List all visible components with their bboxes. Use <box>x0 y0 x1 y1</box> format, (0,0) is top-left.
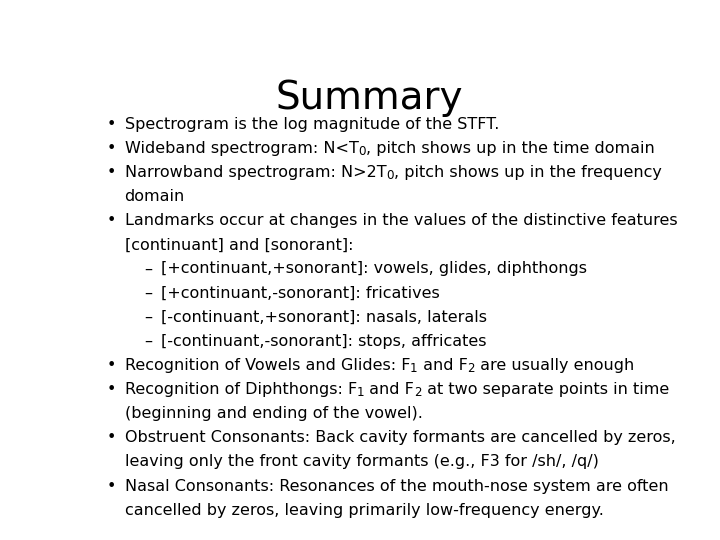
Text: 2: 2 <box>467 362 475 375</box>
Text: Summary: Summary <box>275 79 463 117</box>
Text: [-continuant,+sonorant]: nasals, laterals: [-continuant,+sonorant]: nasals, lateral… <box>161 310 487 325</box>
Text: and F: and F <box>364 382 414 397</box>
Text: [-continuant,-sonorant]: stops, affricates: [-continuant,-sonorant]: stops, affricat… <box>161 334 487 349</box>
Text: •: • <box>107 141 116 156</box>
Text: , pitch shows up in the time domain: , pitch shows up in the time domain <box>366 141 654 156</box>
Text: Landmarks occur at changes in the values of the distinctive features: Landmarks occur at changes in the values… <box>125 213 678 228</box>
Text: –: – <box>145 286 153 301</box>
Text: 1: 1 <box>357 386 364 399</box>
Text: •: • <box>107 382 116 397</box>
Text: leaving only the front cavity formants (e.g., F3 for /sh/, /q/): leaving only the front cavity formants (… <box>125 454 598 469</box>
Text: Nasal Consonants: Resonances of the mouth-nose system are often: Nasal Consonants: Resonances of the mout… <box>125 478 668 494</box>
Text: 0: 0 <box>386 169 394 182</box>
Text: [+continuant,+sonorant]: vowels, glides, diphthongs: [+continuant,+sonorant]: vowels, glides,… <box>161 261 588 276</box>
Text: •: • <box>107 117 116 132</box>
Text: Recognition of Vowels and Glides: F: Recognition of Vowels and Glides: F <box>125 358 410 373</box>
Text: [continuant] and [sonorant]:: [continuant] and [sonorant]: <box>125 238 353 252</box>
Text: 0: 0 <box>359 145 366 158</box>
Text: –: – <box>145 261 153 276</box>
Text: domain: domain <box>125 189 185 204</box>
Text: [+continuant,-sonorant]: fricatives: [+continuant,-sonorant]: fricatives <box>161 286 440 301</box>
Text: •: • <box>107 478 116 494</box>
Text: and F: and F <box>418 358 467 373</box>
Text: cancelled by zeros, leaving primarily low-frequency energy.: cancelled by zeros, leaving primarily lo… <box>125 503 603 518</box>
Text: Spectrogram is the log magnitude of the STFT.: Spectrogram is the log magnitude of the … <box>125 117 499 132</box>
Text: •: • <box>107 430 116 445</box>
Text: are usually enough: are usually enough <box>475 358 634 373</box>
Text: Wideband spectrogram: N<T: Wideband spectrogram: N<T <box>125 141 359 156</box>
Text: –: – <box>145 310 153 325</box>
Text: at two separate points in time: at two separate points in time <box>422 382 669 397</box>
Text: Recognition of Diphthongs: F: Recognition of Diphthongs: F <box>125 382 357 397</box>
Text: , pitch shows up in the frequency: , pitch shows up in the frequency <box>394 165 662 180</box>
Text: 1: 1 <box>410 362 418 375</box>
Text: –: – <box>145 334 153 349</box>
Text: •: • <box>107 358 116 373</box>
Text: Narrowband spectrogram: N>2T: Narrowband spectrogram: N>2T <box>125 165 386 180</box>
Text: 2: 2 <box>414 386 422 399</box>
Text: •: • <box>107 165 116 180</box>
Text: •: • <box>107 213 116 228</box>
Text: Obstruent Consonants: Back cavity formants are cancelled by zeros,: Obstruent Consonants: Back cavity forman… <box>125 430 675 445</box>
Text: (beginning and ending of the vowel).: (beginning and ending of the vowel). <box>125 406 423 421</box>
